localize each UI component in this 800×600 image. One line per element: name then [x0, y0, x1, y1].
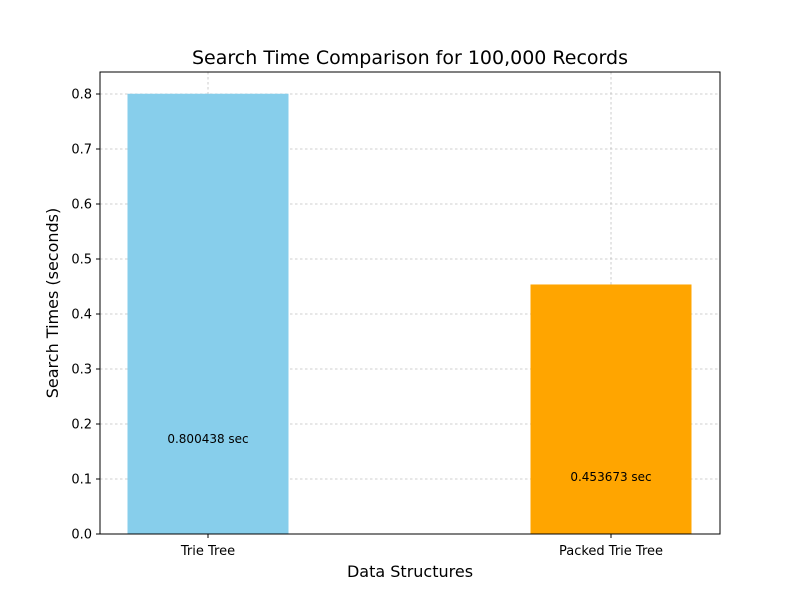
y-tick-label: 0.6 — [71, 198, 92, 213]
chart-title: Search Time Comparison for 100,000 Recor… — [192, 47, 628, 69]
y-tick-label: 0.2 — [71, 418, 92, 433]
bar-trie-tree — [127, 93, 289, 535]
y-axis-title: Search Times (seconds) — [43, 208, 62, 399]
y-tick-label: 0.7 — [71, 143, 92, 158]
axis-ticks: 0.0 0.1 0.2 0.3 0.4 0.5 0.6 0.7 0.8 Trie Tree Pack… — [71, 88, 663, 560]
y-tick-label: 0.3 — [71, 363, 92, 378]
x-tick-label: Trie Tree — [180, 544, 235, 559]
bars — [127, 93, 692, 535]
bar-packed-trie-tree — [530, 284, 692, 534]
y-tick-label: 0.4 — [71, 308, 92, 323]
x-axis-title: Data Structures — [347, 562, 473, 581]
bar-value-label: 0.800438 sec — [167, 432, 248, 446]
x-tick-label: Packed Trie Tree — [559, 544, 663, 559]
y-tick-label: 0.8 — [71, 88, 92, 103]
y-tick-label: 0.5 — [71, 253, 92, 268]
y-tick-label: 0.0 — [71, 528, 92, 543]
y-tick-label: 0.1 — [71, 473, 92, 488]
data-labels: 0.800438 sec 0.453673 sec — [167, 432, 651, 484]
plot-frame — [99, 71, 721, 535]
bar-value-label: 0.453673 sec — [570, 470, 651, 484]
